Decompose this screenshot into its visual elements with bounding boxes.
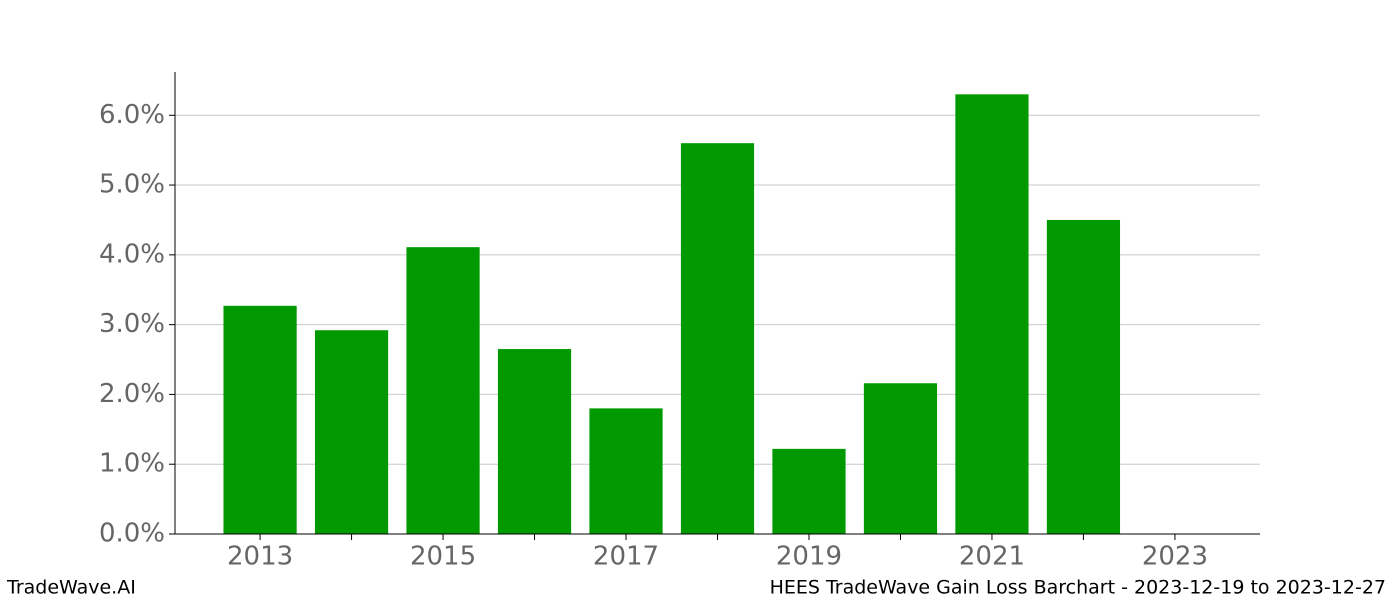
brand: TradeWave.AI (6, 577, 136, 599)
bar (589, 408, 663, 534)
bar (955, 94, 1029, 534)
bar (1046, 219, 1121, 534)
bar (314, 330, 389, 534)
y-tick-label: 6.0% (99, 100, 165, 130)
x-tick-label: 2013 (227, 542, 293, 572)
x-tick-label: 2021 (959, 542, 1025, 572)
x-tick-label: 2015 (410, 542, 476, 572)
y-tick-label: 0.0% (99, 519, 165, 549)
y-tick-label: 2.0% (99, 379, 165, 409)
x-tick-label: 2019 (776, 542, 842, 572)
bar (680, 143, 755, 534)
bar (497, 349, 572, 534)
bar (406, 247, 480, 534)
chart-title: HEES TradeWave Gain Loss Barchart - 2023… (770, 577, 1386, 599)
x-tick-label: 2017 (593, 542, 659, 572)
y-tick-label: 1.0% (99, 449, 165, 479)
bar (863, 383, 938, 534)
bar (772, 448, 846, 534)
x-tick-label: 2023 (1142, 542, 1208, 572)
bar (223, 305, 297, 534)
y-tick-label: 4.0% (99, 239, 165, 269)
y-tick-label: 5.0% (99, 170, 165, 200)
y-tick-label: 3.0% (99, 309, 165, 339)
